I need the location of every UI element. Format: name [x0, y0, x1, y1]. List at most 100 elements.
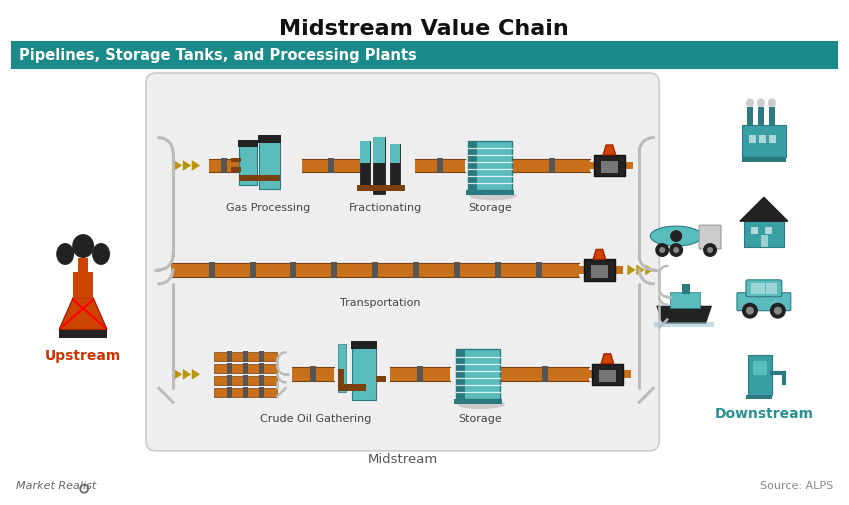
- FancyBboxPatch shape: [390, 367, 450, 381]
- Ellipse shape: [469, 190, 517, 200]
- Circle shape: [655, 243, 669, 257]
- FancyBboxPatch shape: [747, 107, 753, 125]
- Circle shape: [669, 243, 683, 257]
- FancyBboxPatch shape: [228, 363, 232, 374]
- FancyBboxPatch shape: [576, 266, 584, 274]
- FancyBboxPatch shape: [374, 137, 385, 194]
- FancyBboxPatch shape: [586, 162, 594, 170]
- FancyBboxPatch shape: [257, 135, 282, 142]
- FancyBboxPatch shape: [214, 364, 278, 373]
- FancyBboxPatch shape: [655, 322, 714, 327]
- FancyBboxPatch shape: [238, 139, 257, 146]
- FancyBboxPatch shape: [769, 135, 776, 142]
- FancyBboxPatch shape: [239, 145, 256, 185]
- FancyBboxPatch shape: [495, 262, 501, 278]
- FancyBboxPatch shape: [209, 159, 239, 172]
- FancyBboxPatch shape: [746, 280, 782, 297]
- FancyBboxPatch shape: [59, 330, 107, 337]
- Circle shape: [673, 247, 679, 253]
- FancyBboxPatch shape: [599, 370, 616, 382]
- FancyBboxPatch shape: [259, 363, 264, 374]
- Polygon shape: [645, 265, 654, 275]
- FancyBboxPatch shape: [214, 352, 278, 361]
- FancyBboxPatch shape: [243, 363, 248, 374]
- FancyBboxPatch shape: [742, 125, 786, 157]
- FancyBboxPatch shape: [78, 258, 88, 274]
- Text: Upstream: Upstream: [45, 349, 121, 364]
- FancyBboxPatch shape: [214, 376, 278, 385]
- FancyBboxPatch shape: [351, 340, 377, 349]
- FancyBboxPatch shape: [584, 259, 615, 281]
- FancyBboxPatch shape: [584, 370, 592, 378]
- Text: Fractionating: Fractionating: [348, 204, 422, 213]
- Polygon shape: [601, 354, 614, 364]
- FancyBboxPatch shape: [744, 221, 784, 247]
- FancyBboxPatch shape: [338, 369, 344, 391]
- Polygon shape: [183, 160, 191, 171]
- FancyBboxPatch shape: [468, 140, 476, 190]
- FancyBboxPatch shape: [737, 293, 790, 311]
- FancyBboxPatch shape: [259, 141, 280, 189]
- FancyBboxPatch shape: [746, 395, 772, 399]
- Polygon shape: [603, 145, 616, 155]
- FancyBboxPatch shape: [357, 185, 405, 191]
- FancyBboxPatch shape: [466, 190, 514, 195]
- FancyBboxPatch shape: [214, 388, 278, 397]
- FancyBboxPatch shape: [376, 376, 386, 382]
- FancyBboxPatch shape: [250, 262, 256, 278]
- FancyBboxPatch shape: [228, 387, 232, 398]
- FancyBboxPatch shape: [228, 351, 232, 362]
- Polygon shape: [656, 306, 712, 324]
- FancyBboxPatch shape: [751, 227, 758, 234]
- FancyBboxPatch shape: [338, 344, 346, 392]
- FancyBboxPatch shape: [468, 140, 512, 190]
- FancyBboxPatch shape: [758, 107, 764, 125]
- FancyBboxPatch shape: [390, 143, 400, 163]
- Ellipse shape: [757, 98, 765, 107]
- FancyBboxPatch shape: [209, 262, 215, 278]
- FancyBboxPatch shape: [352, 348, 376, 400]
- FancyBboxPatch shape: [413, 262, 419, 278]
- Text: Downstream: Downstream: [714, 407, 813, 421]
- FancyBboxPatch shape: [415, 159, 465, 172]
- Polygon shape: [183, 369, 191, 380]
- Ellipse shape: [72, 234, 94, 258]
- FancyBboxPatch shape: [437, 158, 443, 173]
- FancyBboxPatch shape: [146, 73, 659, 451]
- FancyBboxPatch shape: [374, 137, 385, 163]
- FancyBboxPatch shape: [259, 351, 264, 362]
- FancyBboxPatch shape: [753, 362, 767, 375]
- FancyBboxPatch shape: [454, 262, 460, 278]
- FancyBboxPatch shape: [239, 175, 280, 181]
- FancyBboxPatch shape: [548, 158, 554, 173]
- FancyBboxPatch shape: [622, 370, 631, 378]
- FancyBboxPatch shape: [243, 387, 248, 398]
- FancyBboxPatch shape: [759, 135, 766, 142]
- Polygon shape: [192, 160, 200, 171]
- Text: Midstream Value Chain: Midstream Value Chain: [279, 19, 569, 39]
- FancyBboxPatch shape: [228, 375, 232, 386]
- Ellipse shape: [457, 399, 505, 409]
- FancyBboxPatch shape: [171, 263, 580, 277]
- FancyBboxPatch shape: [625, 162, 633, 170]
- FancyBboxPatch shape: [302, 159, 360, 172]
- Text: Source: ALPS: Source: ALPS: [761, 481, 834, 491]
- Circle shape: [707, 247, 713, 253]
- FancyBboxPatch shape: [536, 262, 542, 278]
- Polygon shape: [192, 369, 200, 380]
- FancyBboxPatch shape: [360, 140, 370, 163]
- Circle shape: [659, 247, 666, 253]
- FancyBboxPatch shape: [682, 284, 690, 294]
- Ellipse shape: [92, 243, 110, 265]
- Circle shape: [746, 307, 754, 315]
- FancyBboxPatch shape: [390, 143, 400, 187]
- FancyBboxPatch shape: [615, 266, 622, 274]
- Polygon shape: [174, 369, 183, 380]
- Circle shape: [703, 243, 717, 257]
- FancyBboxPatch shape: [601, 161, 618, 173]
- FancyBboxPatch shape: [542, 366, 548, 382]
- FancyBboxPatch shape: [500, 367, 589, 381]
- Text: Pipelines, Storage Tanks, and Processing Plants: Pipelines, Storage Tanks, and Processing…: [20, 47, 417, 63]
- Ellipse shape: [767, 98, 776, 107]
- Text: Gas Processing: Gas Processing: [227, 204, 311, 213]
